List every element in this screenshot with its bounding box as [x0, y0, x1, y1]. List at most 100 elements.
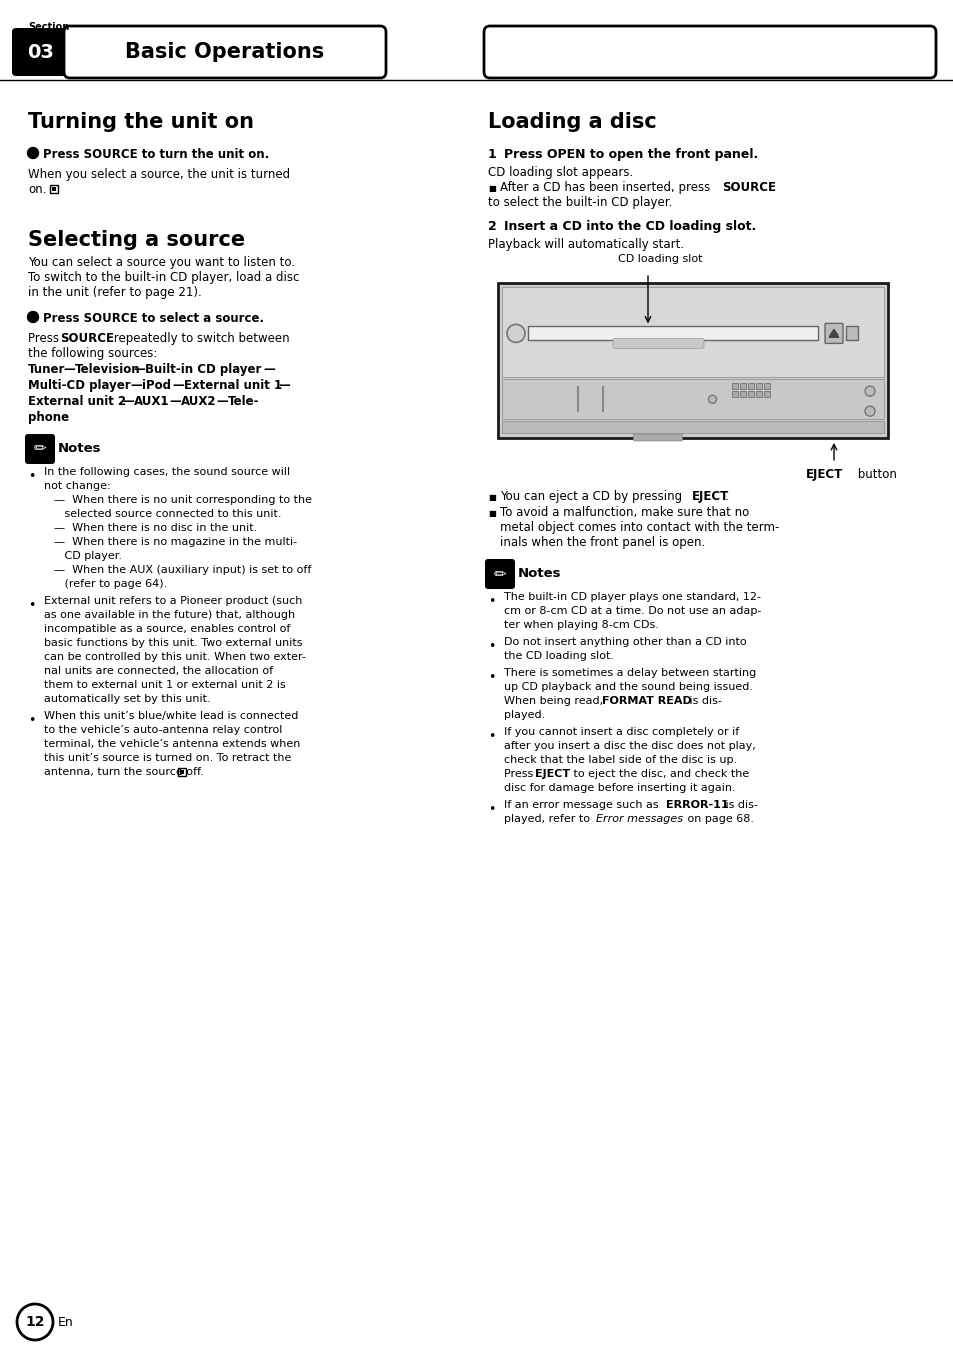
Bar	[763, 391, 769, 397]
Text: In the following cases, the sound source will: In the following cases, the sound source…	[44, 466, 290, 477]
Text: •: •	[28, 599, 35, 612]
Circle shape	[708, 395, 716, 403]
Text: Press SOURCE to turn the unit on.: Press SOURCE to turn the unit on.	[43, 147, 269, 161]
Text: Press: Press	[503, 769, 537, 779]
Text: Notes: Notes	[58, 442, 101, 456]
Text: —: —	[169, 395, 180, 408]
Bar	[731, 391, 738, 397]
Bar	[747, 391, 753, 397]
Text: not change:: not change:	[44, 481, 111, 491]
Text: .: .	[724, 489, 728, 503]
Text: Press OPEN to open the front panel.: Press OPEN to open the front panel.	[503, 147, 758, 161]
FancyBboxPatch shape	[483, 26, 935, 78]
Text: —: —	[263, 362, 274, 376]
Text: —: —	[63, 362, 74, 376]
Polygon shape	[829, 330, 837, 335]
Text: (refer to page 64).: (refer to page 64).	[54, 579, 167, 589]
Text: metal object comes into contact with the term-: metal object comes into contact with the…	[499, 521, 779, 534]
Text: CD loading slot: CD loading slot	[618, 254, 701, 264]
Text: You can select a source you want to listen to.: You can select a source you want to list…	[28, 256, 294, 269]
Text: button: button	[853, 468, 896, 481]
Text: ERROR-11: ERROR-11	[665, 800, 728, 810]
Text: Multi-CD player: Multi-CD player	[28, 379, 131, 392]
FancyBboxPatch shape	[12, 28, 70, 76]
Text: EJECT: EJECT	[805, 468, 842, 481]
Text: —: —	[132, 362, 145, 376]
Text: automatically set by this unit.: automatically set by this unit.	[44, 694, 211, 704]
Text: •: •	[28, 470, 35, 483]
Bar	[501, 287, 883, 377]
Bar	[501, 379, 883, 419]
Bar	[747, 383, 753, 389]
Text: to eject the disc, and check the: to eject the disc, and check the	[569, 769, 748, 779]
Text: •: •	[488, 639, 495, 653]
Text: antenna, turn the source off.: antenna, turn the source off.	[44, 767, 204, 777]
Text: them to external unit 1 or external unit 2 is: them to external unit 1 or external unit…	[44, 680, 286, 690]
Text: Notes: Notes	[517, 566, 561, 580]
Text: Insert a CD into the CD loading slot.: Insert a CD into the CD loading slot.	[503, 220, 756, 233]
Text: Basic Operations: Basic Operations	[125, 42, 324, 62]
Bar	[763, 383, 769, 389]
Text: FORMAT READ: FORMAT READ	[601, 696, 691, 706]
Text: Do not insert anything other than a CD into: Do not insert anything other than a CD i…	[503, 637, 746, 648]
Text: Error messages: Error messages	[596, 814, 682, 823]
Text: —  When there is no magazine in the multi-: — When there is no magazine in the multi…	[54, 537, 296, 548]
FancyBboxPatch shape	[497, 283, 887, 438]
Text: terminal, the vehicle’s antenna extends when: terminal, the vehicle’s antenna extends …	[44, 740, 300, 749]
Text: When this unit’s blue/white lead is connected: When this unit’s blue/white lead is conn…	[44, 711, 298, 721]
Bar	[501, 420, 883, 434]
Text: —: —	[215, 395, 228, 408]
Text: —  When there is no unit corresponding to the: — When there is no unit corresponding to…	[54, 495, 312, 506]
Text: Television: Television	[75, 362, 140, 376]
Text: When you select a source, the unit is turned: When you select a source, the unit is tu…	[28, 168, 290, 181]
Text: Press: Press	[28, 333, 63, 345]
Text: •: •	[488, 671, 495, 684]
Text: in the unit (refer to page 21).: in the unit (refer to page 21).	[28, 287, 201, 299]
Text: ✏: ✏	[493, 566, 506, 581]
Text: ■: ■	[488, 184, 496, 193]
Text: on.: on.	[28, 183, 47, 196]
Bar	[845, 326, 857, 341]
Circle shape	[864, 387, 874, 396]
Text: ✏: ✏	[33, 442, 47, 457]
Text: Section: Section	[28, 22, 70, 32]
Text: •: •	[488, 730, 495, 744]
Text: Selecting a source: Selecting a source	[28, 230, 245, 250]
Text: up CD playback and the sound being issued.: up CD playback and the sound being issue…	[503, 681, 752, 692]
Text: played.: played.	[503, 710, 545, 721]
FancyBboxPatch shape	[50, 185, 58, 193]
Text: If an error message such as: If an error message such as	[503, 800, 661, 810]
Text: disc for damage before inserting it again.: disc for damage before inserting it agai…	[503, 783, 735, 794]
FancyBboxPatch shape	[824, 323, 842, 343]
Text: Tuner: Tuner	[28, 362, 66, 376]
Text: EJECT: EJECT	[535, 769, 570, 779]
Bar	[731, 383, 738, 389]
Text: Playback will automatically start.: Playback will automatically start.	[488, 238, 683, 251]
Text: 2: 2	[488, 220, 497, 233]
Bar	[740, 383, 745, 389]
Circle shape	[17, 1303, 53, 1340]
Text: on page 68.: on page 68.	[683, 814, 753, 823]
Text: SOURCE: SOURCE	[60, 333, 113, 345]
Bar	[755, 391, 761, 397]
Text: To avoid a malfunction, make sure that no: To avoid a malfunction, make sure that n…	[499, 506, 748, 519]
Text: After a CD has been inserted, press: After a CD has been inserted, press	[499, 181, 713, 193]
Text: 03: 03	[28, 42, 54, 61]
Text: incompatible as a source, enables control of: incompatible as a source, enables contro…	[44, 625, 290, 634]
Text: EJECT: EJECT	[691, 489, 728, 503]
Circle shape	[506, 324, 524, 342]
FancyBboxPatch shape	[484, 558, 515, 589]
FancyBboxPatch shape	[633, 434, 681, 441]
Text: —: —	[122, 395, 133, 408]
Text: played, refer to: played, refer to	[503, 814, 593, 823]
Text: iPod: iPod	[142, 379, 171, 392]
Text: cm or 8-cm CD at a time. Do not use an adap-: cm or 8-cm CD at a time. Do not use an a…	[503, 606, 760, 617]
Text: ■: ■	[488, 493, 496, 502]
FancyBboxPatch shape	[613, 338, 703, 349]
Bar	[180, 771, 184, 773]
Text: to select the built-in CD player.: to select the built-in CD player.	[488, 196, 672, 210]
Text: When being read,: When being read,	[503, 696, 606, 706]
Text: External unit 1: External unit 1	[184, 379, 282, 392]
Text: AUX1: AUX1	[133, 395, 170, 408]
Text: can be controlled by this unit. When two exter-: can be controlled by this unit. When two…	[44, 652, 306, 662]
